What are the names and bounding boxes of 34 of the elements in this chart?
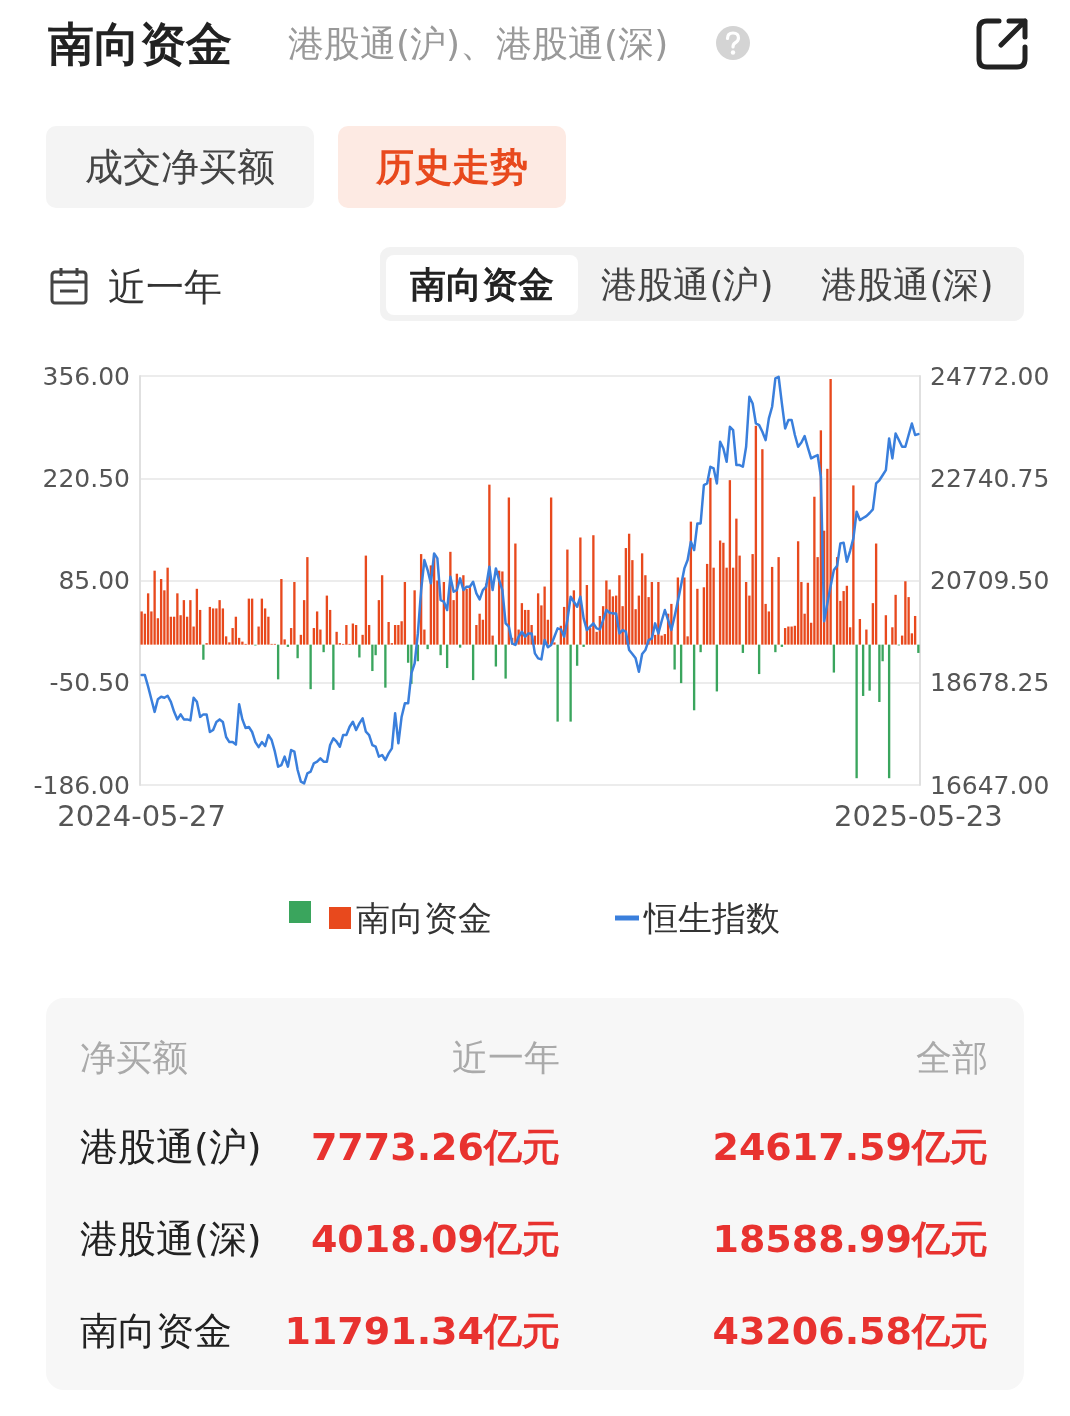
text: 南向资金 (80, 1308, 232, 1355)
text: 净买额 (80, 1036, 188, 1080)
y-tick-label: 356.00 (42, 361, 130, 391)
y-tick-label: -50.50 (49, 668, 130, 698)
y2-tick-label: 24772.00 (930, 361, 1050, 391)
y-tick-label: 220.50 (42, 463, 130, 493)
y2-tick-label: 22740.75 (930, 463, 1050, 493)
y2-tick-label: 18678.25 (930, 668, 1050, 698)
chart-title: 南向资金 (48, 16, 232, 73)
text: 43206.58亿元 (712, 1308, 988, 1355)
text: 11791.34亿元 (284, 1308, 560, 1355)
text: 成交净买额 (46, 126, 314, 208)
text: 近一年 (108, 264, 222, 311)
text: 港股通(沪) (80, 1124, 262, 1171)
text: 24617.59亿元 (712, 1124, 988, 1171)
legend-label: 恒生指数 (643, 898, 780, 938)
x-tick-label: 2025-05-23 (834, 798, 1003, 833)
text: 18588.99亿元 (712, 1216, 988, 1263)
y2-tick-label: 16647.00 (930, 770, 1050, 800)
text: 港股通(深) (820, 262, 995, 307)
text: 全部 (916, 1036, 988, 1080)
text: 港股通(深) (80, 1216, 262, 1263)
chart-subtitle: 港股通(沪)、港股通(深) (288, 22, 669, 66)
text: 7773.26亿元 (310, 1124, 560, 1171)
y2-tick-label: 20709.50 (930, 566, 1050, 595)
y-tick-label: -186.00 (33, 770, 130, 800)
legend-label: 南向资金 (356, 898, 492, 938)
text: 南向资金 (386, 255, 578, 315)
text: 4018.09亿元 (310, 1216, 560, 1263)
text: 历史走势 (338, 126, 566, 208)
text: 港股通(沪) (600, 262, 775, 307)
y-tick-label: 85.00 (58, 566, 130, 595)
x-tick-label: 2024-05-27 (57, 798, 226, 833)
text: 近一年 (452, 1036, 560, 1080)
